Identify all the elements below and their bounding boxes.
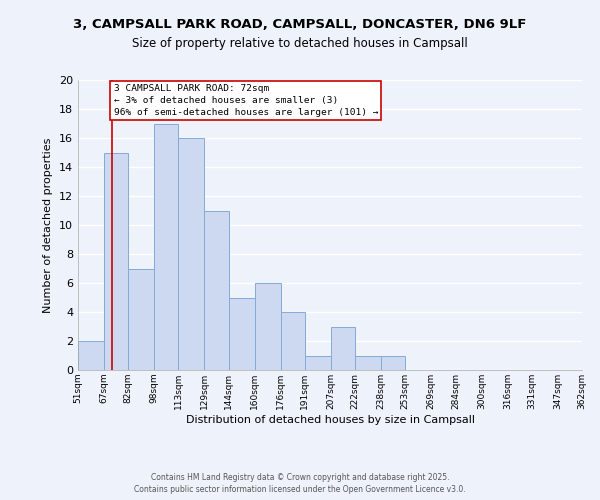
Bar xyxy=(254,283,281,370)
Text: Size of property relative to detached houses in Campsall: Size of property relative to detached ho… xyxy=(132,38,468,51)
Text: 3 CAMPSALL PARK ROAD: 72sqm
← 3% of detached houses are smaller (3)
96% of semi-: 3 CAMPSALL PARK ROAD: 72sqm ← 3% of deta… xyxy=(113,84,378,117)
Bar xyxy=(381,356,406,370)
Bar xyxy=(355,356,381,370)
Text: Contains HM Land Registry data © Crown copyright and database right 2025.
Contai: Contains HM Land Registry data © Crown c… xyxy=(134,472,466,494)
X-axis label: Distribution of detached houses by size in Campsall: Distribution of detached houses by size … xyxy=(185,414,475,424)
Bar xyxy=(205,210,229,370)
Bar xyxy=(305,356,331,370)
Text: 3, CAMPSALL PARK ROAD, CAMPSALL, DONCASTER, DN6 9LF: 3, CAMPSALL PARK ROAD, CAMPSALL, DONCAST… xyxy=(73,18,527,30)
Bar xyxy=(229,298,254,370)
Bar xyxy=(331,326,355,370)
Bar xyxy=(104,152,128,370)
Bar xyxy=(178,138,205,370)
Bar xyxy=(154,124,178,370)
Bar xyxy=(281,312,305,370)
Bar xyxy=(78,341,104,370)
Bar xyxy=(128,268,154,370)
Y-axis label: Number of detached properties: Number of detached properties xyxy=(43,138,53,312)
